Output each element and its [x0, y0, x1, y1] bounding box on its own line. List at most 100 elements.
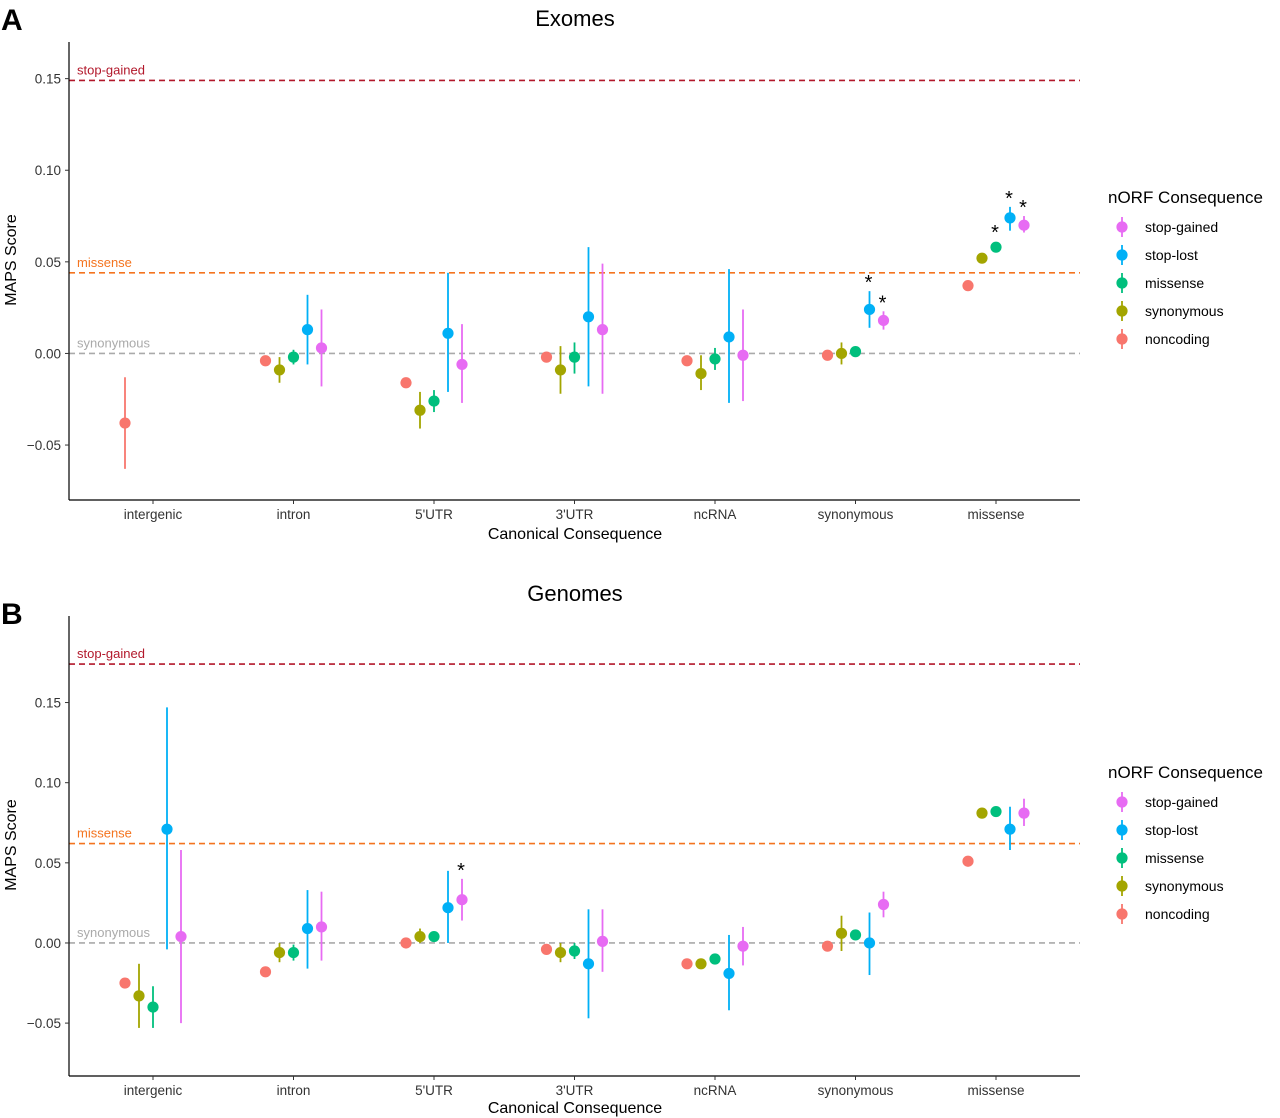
panel-a-point-synonymous — [273, 364, 286, 376]
panel-a-point-synonymous — [414, 404, 426, 416]
panel-b-point-stop-gained — [1018, 807, 1030, 819]
panel-b-legend-label-noncoding: noncoding — [1145, 906, 1210, 922]
panel-a-legend-title: nORF Consequence — [1108, 188, 1263, 207]
panel-a-x-axis-title: Canonical Consequence — [488, 526, 662, 543]
panel-a-point-stop-lost — [442, 327, 454, 339]
panel-b-title: Genomes — [527, 581, 622, 606]
panel-b-ref-label-stop-gained: stop-gained — [77, 646, 145, 661]
panel-a-point-noncoding — [259, 355, 272, 367]
panel-b-legend-label-stop-gained: stop-gained — [1145, 794, 1218, 810]
panel-a-point-stop-gained — [596, 324, 609, 336]
panel-a-significance-star: * — [991, 222, 999, 244]
panel-a-x-tick-label: ncRNA — [694, 507, 737, 522]
panel-a-point-missense — [287, 351, 300, 363]
panel-a-legend-key-noncoding — [1116, 333, 1128, 345]
panel-a-legend-label-stop-gained: stop-gained — [1145, 219, 1218, 235]
panel-b-point-stop-lost — [301, 922, 314, 935]
panel-b-point-noncoding — [119, 977, 131, 989]
panel-b-point-stop-gained — [877, 898, 890, 911]
panel-b-point-missense — [709, 953, 721, 965]
panel-b-point-stop-lost — [1004, 823, 1016, 835]
panel-a-plot: stop-gained missense synonymous −0.05 0.00 0.… — [27, 42, 1224, 522]
panel-b-point-stop-gained — [315, 921, 328, 933]
panel-b-point-stop-gained — [737, 940, 749, 952]
panel-a-point-stop-gained — [737, 349, 749, 361]
panel-b-x-tick-label: intron — [277, 1083, 311, 1098]
panel-a-point-missense — [428, 395, 440, 407]
panel-a-x-tick-label: intergenic — [124, 507, 183, 522]
panel-a-ref-label-stop-gained: stop-gained — [77, 62, 145, 77]
panel-b-point-stop-gained — [596, 935, 609, 947]
panel-b-legend-key-stop-lost — [1116, 824, 1128, 836]
panel-b-legend-key-noncoding — [1116, 908, 1128, 920]
panel-a-legend-label-noncoding: noncoding — [1145, 331, 1210, 347]
panel-a-x-tick-label: intron — [277, 507, 311, 522]
panel-a-ref-label-missense: missense — [77, 255, 132, 270]
panel-a-x-tick-label: 5'UTR — [415, 507, 453, 522]
panel-a-y-tick-label: 0.10 — [35, 163, 61, 178]
panel-b-letter: B — [1, 598, 23, 631]
panel-a-x-tick-label: missense — [967, 507, 1024, 522]
panel-a-significance-star: * — [1005, 188, 1013, 210]
panel-b-point-synonymous — [554, 946, 567, 959]
panel-a-y-tick-label: 0.00 — [35, 346, 61, 361]
panel-a-y-tick-label: 0.15 — [35, 72, 61, 87]
panel-a-point-stop-lost — [1004, 212, 1016, 224]
panel-b-point-noncoding — [821, 940, 834, 952]
panel-b-x-tick-label: synonymous — [818, 1083, 894, 1098]
panel-b-point-noncoding — [540, 943, 553, 955]
panel-a-y-tick-label: 0.05 — [35, 255, 61, 270]
panel-a-point-noncoding — [962, 280, 974, 292]
panel-a-letter: A — [1, 4, 23, 37]
panel-b-legend-key-missense — [1116, 852, 1128, 864]
panel-a-point-noncoding — [119, 417, 131, 429]
panel-b-legend-title: nORF Consequence — [1108, 763, 1263, 782]
panel-b-y-tick-label: −0.05 — [27, 1016, 61, 1031]
panel-b-legend-label-synonymous: synonymous — [1145, 878, 1224, 894]
panel-a-point-noncoding — [540, 351, 553, 363]
panel-b-point-missense — [287, 946, 300, 959]
panel-b-x-tick-label: 5'UTR — [415, 1083, 453, 1098]
panel-b-point-synonymous — [133, 990, 145, 1002]
panel-b-legend-label-missense: missense — [1145, 850, 1204, 866]
panel-a-point-missense — [990, 241, 1002, 253]
panel-b-legend-label-stop-lost: stop-lost — [1145, 822, 1198, 838]
panel-a-point-synonymous — [976, 252, 988, 264]
panel-a-y-tick-label: −0.05 — [27, 438, 61, 453]
panel-b-x-tick-label: missense — [967, 1083, 1024, 1098]
panel-a-point-stop-gained — [456, 358, 468, 371]
panel-b-point-missense — [849, 929, 862, 941]
panel-a-legend-label-synonymous: synonymous — [1145, 303, 1224, 319]
panel-a-point-stop-lost — [301, 324, 314, 336]
panel-b-point-synonymous — [976, 807, 988, 819]
panel-a-point-stop-lost — [863, 303, 876, 316]
panel-b-x-axis-title: Canonical Consequence — [488, 1100, 662, 1117]
panel-a-significance-star: * — [865, 272, 873, 294]
panel-a-x-tick-label: 3'UTR — [556, 507, 594, 522]
panel-b-point-noncoding — [681, 958, 693, 970]
panel-b-legend-key-synonymous — [1116, 880, 1128, 892]
panel-a-significance-star: * — [1019, 197, 1027, 219]
panel-a-point-stop-gained — [315, 342, 328, 354]
panel-a-legend-key-stop-gained — [1116, 221, 1128, 233]
panel-b-point-missense — [428, 930, 440, 943]
panel-a-title: Exomes — [535, 6, 614, 31]
panel-b-point-synonymous — [835, 927, 848, 939]
panel-b-point-stop-lost — [863, 937, 876, 949]
panel-a-point-synonymous — [695, 367, 707, 380]
panel-a-x-tick-label: synonymous — [818, 507, 894, 522]
panel-b-legend-key-stop-gained — [1116, 796, 1128, 808]
panel-a-point-missense — [568, 351, 581, 363]
panel-b-point-stop-lost — [582, 958, 595, 970]
panel-b-point-synonymous — [273, 946, 286, 959]
panel-a-point-stop-lost — [723, 331, 735, 343]
panel-b-y-axis-title: MAPS Score — [3, 799, 20, 891]
panel-b-plot: stop-gained missense synonymous −0.05 0.00 0.… — [27, 616, 1224, 1098]
panel-a-point-missense — [709, 353, 721, 365]
panel-b-point-synonymous — [695, 958, 707, 970]
panel-a-point-noncoding — [821, 349, 834, 361]
panel-b-point-noncoding — [962, 855, 974, 867]
panel-a-legend-key-missense — [1116, 277, 1128, 289]
panel-b-x-tick-label: intergenic — [124, 1083, 183, 1098]
